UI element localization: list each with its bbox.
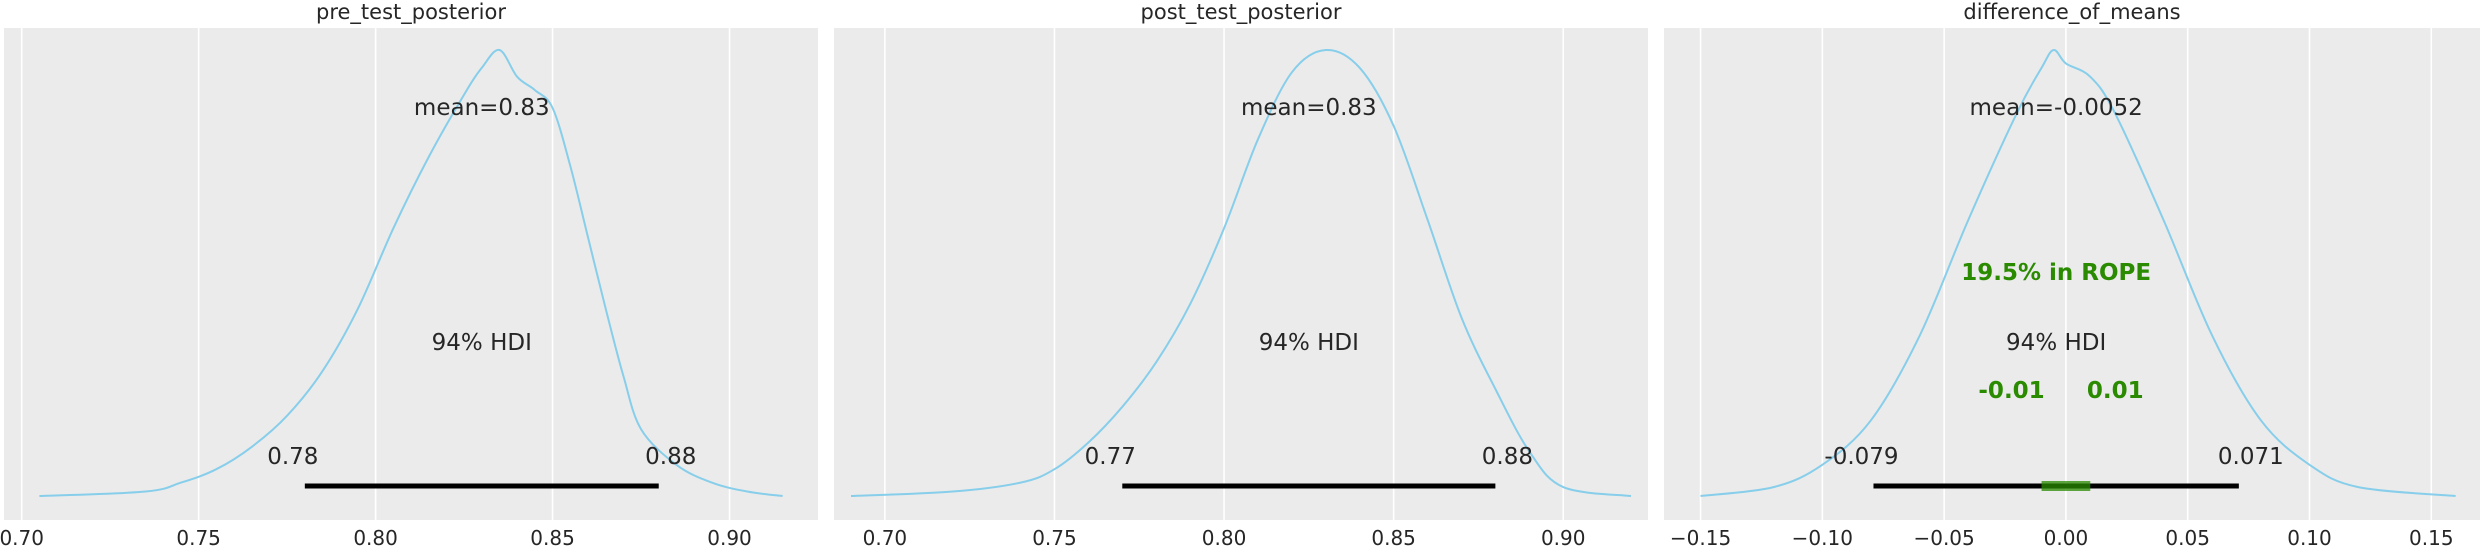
- chart-title: difference_of_means: [1963, 0, 2180, 25]
- x-tick-label: −0.05: [1913, 526, 1974, 550]
- hdi-upper-label: 0.071: [2218, 444, 2284, 470]
- x-tick-label: 0.70: [863, 526, 908, 550]
- x-tick-label: 0.80: [353, 526, 398, 550]
- plot-area: [834, 28, 1648, 520]
- hdi-lower-label: 0.78: [267, 444, 318, 470]
- mean-label: mean=-0.0052: [1970, 95, 2143, 121]
- plot-area: [4, 28, 818, 520]
- panel-2: [834, 28, 1648, 520]
- mean-label: mean=0.83: [414, 95, 550, 121]
- x-tick-label: 0.75: [1032, 526, 1077, 550]
- x-tick-label: 0.90: [707, 526, 752, 550]
- hdi-label: 94% HDI: [1259, 330, 1359, 356]
- hdi-lower-label: -0.079: [1824, 444, 1898, 470]
- hdi-upper-label: 0.88: [1482, 444, 1533, 470]
- hdi-lower-label: 0.77: [1085, 444, 1136, 470]
- hdi-label: 94% HDI: [432, 330, 532, 356]
- panel-3: [1664, 28, 2480, 520]
- rope-lower-label: -0.01: [1978, 378, 2044, 404]
- x-tick-label: 0.70: [0, 526, 44, 550]
- hdi-upper-label: 0.88: [645, 444, 696, 470]
- x-tick-label: 0.05: [2165, 526, 2210, 550]
- rope-upper-label: 0.01: [2087, 378, 2144, 404]
- x-tick-label: −0.10: [1792, 526, 1853, 550]
- mean-label: mean=0.83: [1241, 95, 1377, 121]
- rope-box: [2041, 481, 2091, 491]
- x-tick-label: 0.90: [1541, 526, 1586, 550]
- x-tick-label: 0.00: [2044, 526, 2089, 550]
- x-tick-label: 0.85: [1371, 526, 1416, 550]
- rope-percentage: 19.5% in ROPE: [1961, 260, 2151, 286]
- x-tick-label: 0.80: [1202, 526, 1247, 550]
- density-curve: [850, 48, 1632, 497]
- x-tick-label: 0.75: [176, 526, 221, 550]
- density-curve: [39, 48, 783, 497]
- x-tick-label: 0.15: [2409, 526, 2454, 550]
- plot-area: [1664, 28, 2480, 520]
- x-tick-label: 0.10: [2287, 526, 2332, 550]
- hdi-label: 94% HDI: [2006, 330, 2106, 356]
- x-tick-label: 0.85: [530, 526, 575, 550]
- x-tick-label: −0.15: [1670, 526, 1731, 550]
- chart-title: pre_test_posterior: [316, 0, 506, 25]
- density-curve: [1700, 49, 2456, 497]
- panel-1: [4, 28, 818, 520]
- chart-title: post_test_posterior: [1141, 0, 1342, 25]
